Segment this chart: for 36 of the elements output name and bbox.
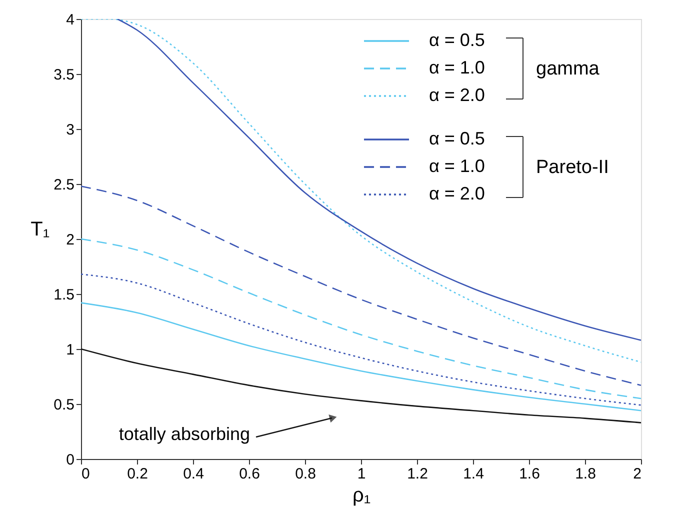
y-tick-label: 3 (66, 122, 74, 138)
x-tick-label: 1 (357, 466, 366, 482)
legend-label: α = 0.5 (429, 30, 485, 50)
y-tick-label: 2.5 (54, 176, 74, 194)
x-tick-label: 0 (82, 466, 90, 482)
legend-label: α = 2.0 (429, 184, 485, 204)
y-tick-label: 0 (66, 452, 74, 468)
line-series (81, 348, 641, 424)
x-tick-label: 0.8 (295, 466, 316, 482)
line-series (81, 302, 641, 412)
y-tick-label: 1 (66, 342, 74, 358)
y-axis-title: T₁ (30, 218, 50, 240)
line-series (81, 238, 641, 400)
x-tick-label: 1.6 (519, 466, 540, 482)
annotation: totally absorbing (118, 424, 250, 444)
x-tick-label: 1.2 (407, 466, 428, 482)
y-tick-label: 0.5 (54, 396, 74, 414)
legend-label: α = 1.0 (429, 156, 485, 176)
legend-label: α = 1.0 (429, 58, 485, 78)
x-tick-label: 1.4 (463, 466, 484, 482)
y-tick-label: 3.5 (54, 66, 74, 84)
x-axis-title: ρ₁ (352, 484, 371, 506)
legend-label: α = 2.0 (429, 85, 485, 105)
x-tick-label: 0.4 (183, 466, 204, 482)
x-tick-label: 1.8 (575, 466, 596, 482)
annotation: Pareto-II (536, 157, 609, 178)
legend-label: α = 0.5 (429, 128, 485, 148)
y-tick-label: 1.5 (54, 286, 74, 304)
y-tick-label: 4 (66, 12, 74, 28)
x-tick-label: 0.2 (127, 466, 148, 482)
line-series (81, 274, 641, 406)
x-tick-label: 0.6 (239, 466, 260, 482)
y-tick-label: 2 (66, 232, 74, 248)
line-series (81, 186, 641, 386)
x-tick-label: 2 (633, 466, 642, 482)
annotation: gamma (536, 58, 600, 80)
